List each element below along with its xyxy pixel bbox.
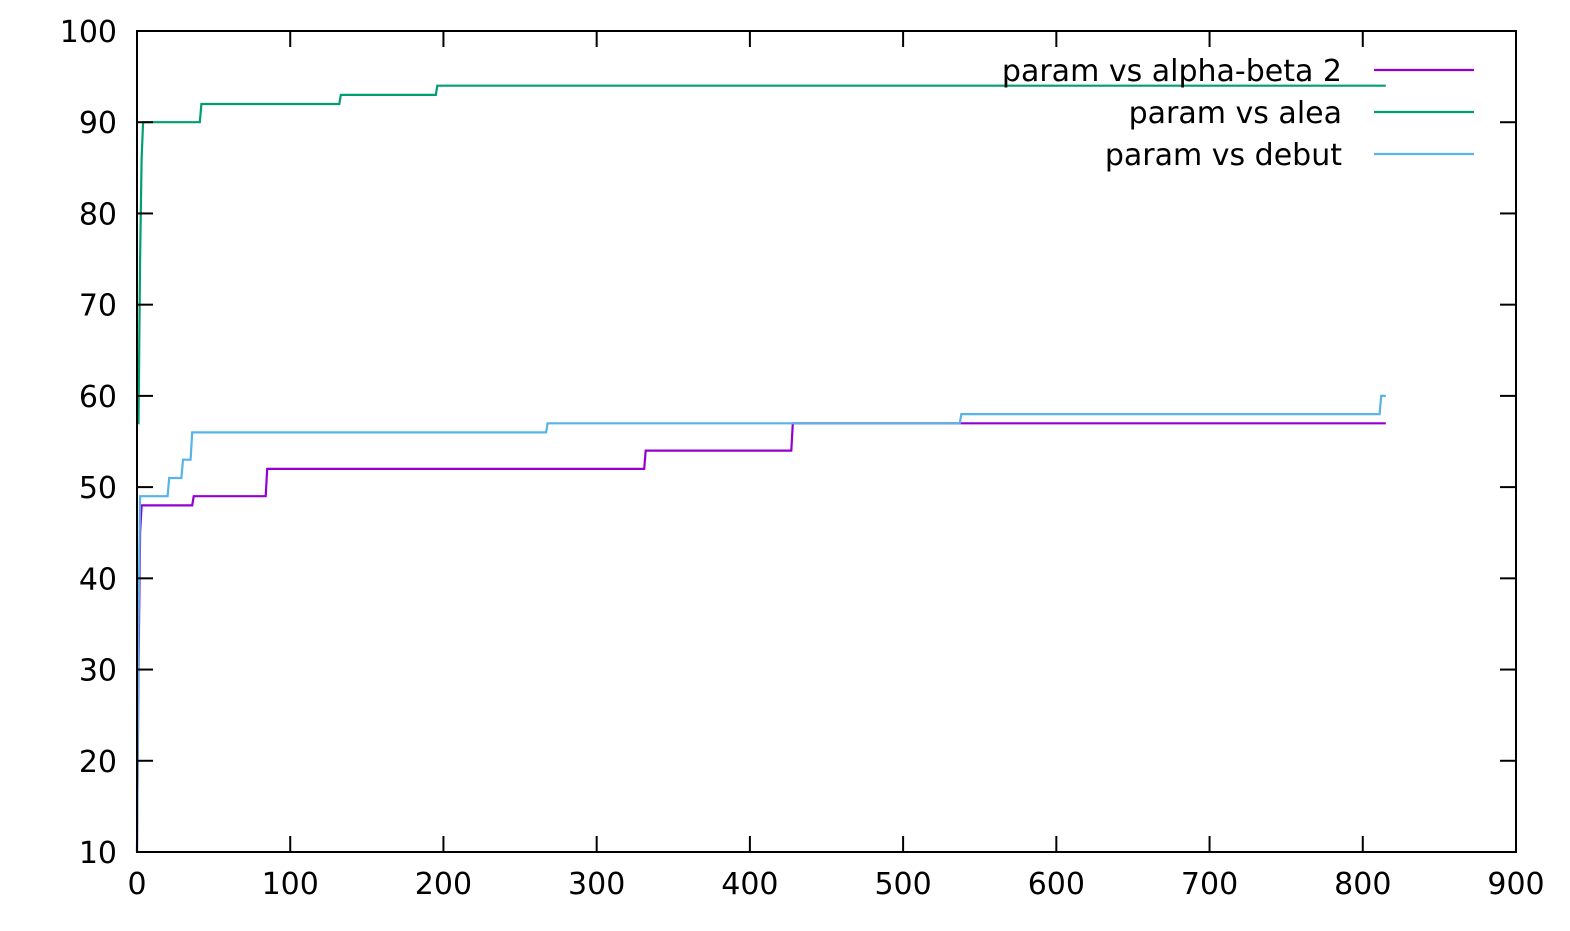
y-tick-label: 30	[79, 654, 117, 689]
x-tick-label: 800	[1334, 867, 1391, 902]
x-tick-label: 600	[1028, 867, 1085, 902]
y-tick-label: 90	[79, 106, 117, 141]
y-tick-label: 70	[79, 289, 117, 324]
series-line-3	[135, 394, 1386, 853]
x-tick-label: 300	[568, 867, 625, 902]
x-tick-label: 200	[415, 867, 472, 902]
y-tick-label: 20	[79, 745, 117, 780]
x-tick-label: 900	[1487, 867, 1544, 902]
x-tick-label: 0	[127, 867, 146, 902]
legend-label-2: param vs alea	[1129, 96, 1342, 131]
y-tick-label: 80	[79, 197, 117, 232]
plot-frame	[136, 30, 1517, 853]
series-line-1	[135, 422, 1386, 853]
x-tick-label: 700	[1181, 867, 1238, 902]
legend: param vs alpha-beta 2 param vs alea param …	[1002, 54, 1474, 173]
legend-label-3: param vs debut	[1105, 138, 1342, 173]
axes-layer: 0 100 200 300 400 500 600 700 800 900 10 20 30 40 50 60…	[60, 15, 1545, 902]
y-tick-label: 100	[60, 15, 117, 50]
legend-label-1: param vs alpha-beta 2	[1002, 54, 1342, 89]
y-tick-label: 60	[79, 380, 117, 415]
series-line-2	[137, 84, 1386, 425]
x-tick-label: 100	[262, 867, 319, 902]
series-layer	[135, 84, 1386, 853]
y-tick-label: 10	[79, 836, 117, 871]
y-tick-label: 50	[79, 471, 117, 506]
y-tick-label: 40	[79, 562, 117, 597]
x-tick-label: 400	[721, 867, 778, 902]
x-tick-label: 500	[874, 867, 931, 902]
